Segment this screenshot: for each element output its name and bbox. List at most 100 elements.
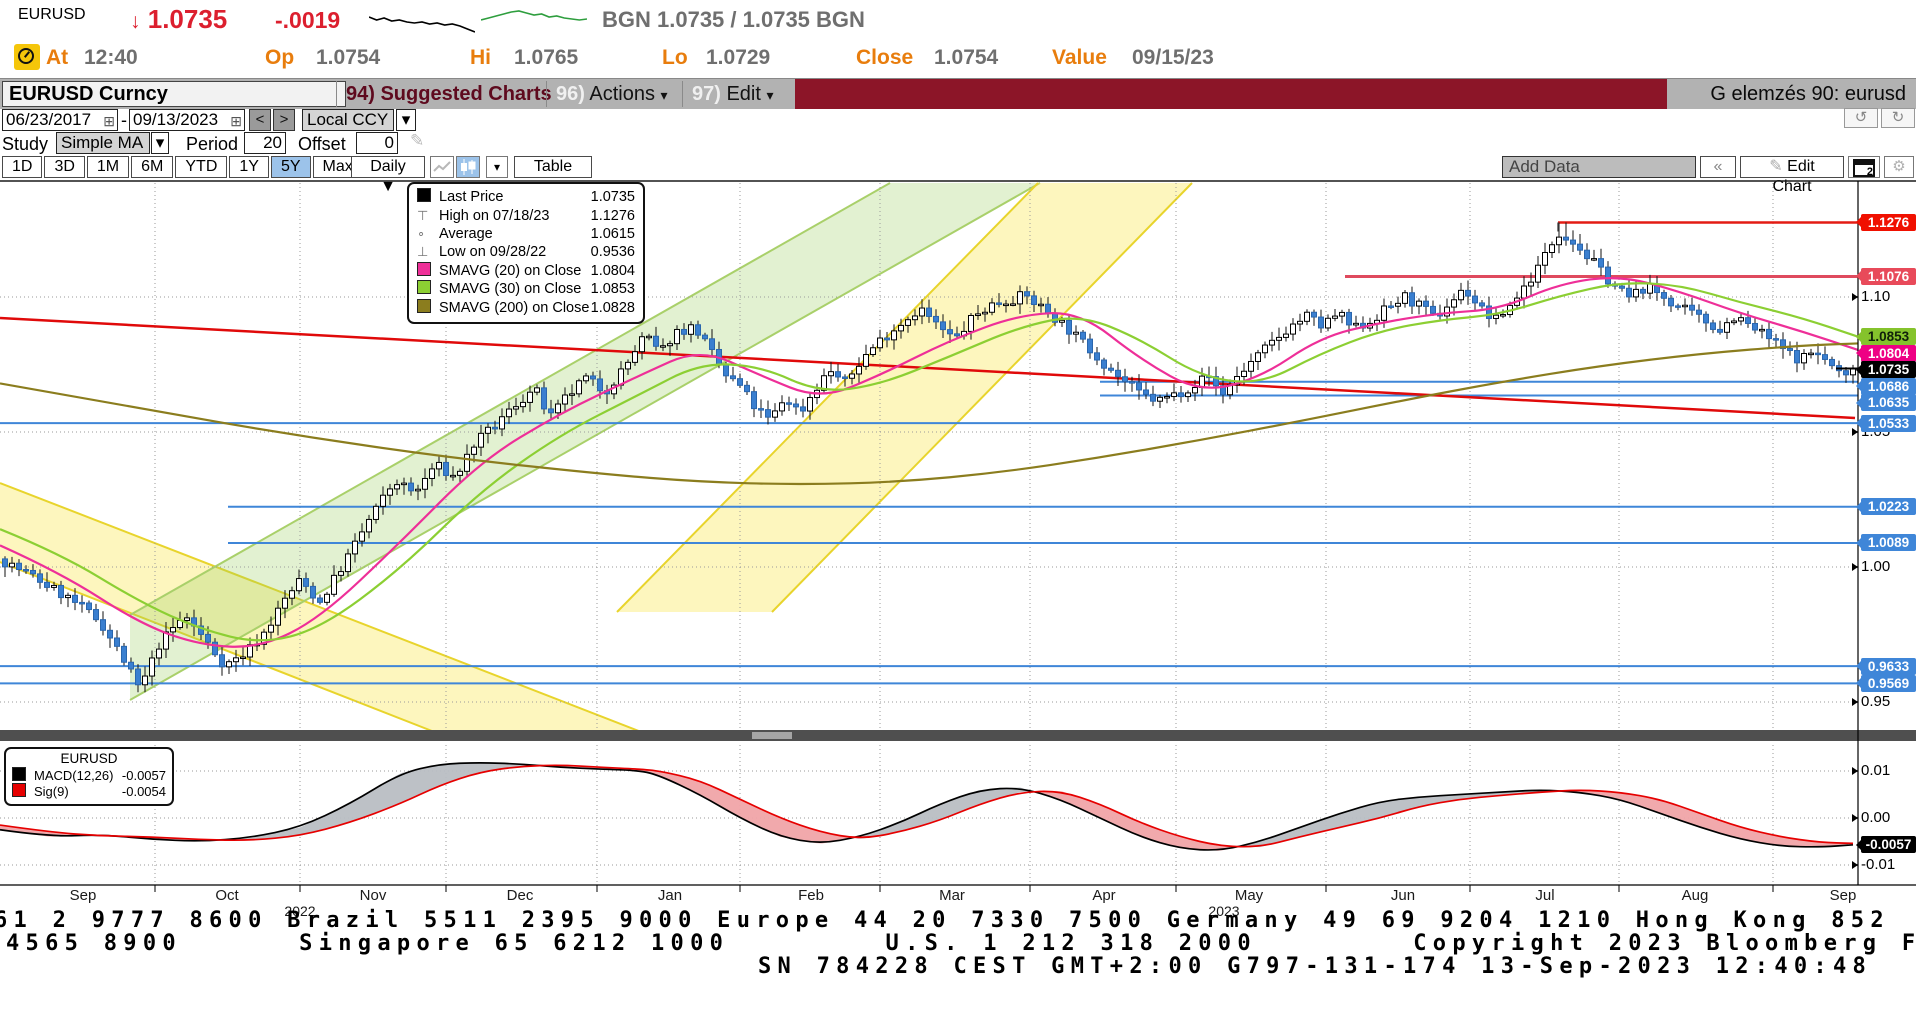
function-title: G elemzés 90: eurusd: [1667, 79, 1916, 109]
study-dropdown-arrow-icon[interactable]: ▾: [151, 132, 169, 154]
date-separator: -: [121, 110, 127, 130]
legend-label: SMAVG (200) on Close: [439, 299, 590, 316]
pencil-icon[interactable]: ✎: [410, 131, 425, 150]
axis-tick-label: -0.01: [1852, 857, 1895, 873]
add-data-input[interactable]: Add Data: [1502, 156, 1696, 178]
legend-low-marker-icon: ⊥: [417, 244, 429, 260]
range-tab-ytd[interactable]: YTD: [175, 156, 228, 178]
legend-label: SMAVG (30) on Close: [439, 281, 582, 298]
legend-value: -0.0057: [121, 767, 166, 783]
open-label: Op: [265, 46, 295, 69]
calendar-icon[interactable]: ⊞: [103, 113, 115, 129]
price-badge: 1.1276: [1856, 213, 1916, 231]
chart-legend[interactable]: Last Price 1.0735 ⊤ High on 07/18/23 1.1276 ∘…: [407, 182, 645, 324]
date-prev-button[interactable]: <: [249, 109, 271, 131]
low-label: Lo: [662, 46, 688, 69]
legend-value: 1.0615: [590, 225, 635, 242]
legend-value: 0.9536: [590, 244, 635, 261]
date-next-button[interactable]: >: [273, 109, 295, 131]
study-select[interactable]: Simple MA: [56, 132, 150, 154]
price-badge: 1.0089: [1856, 534, 1916, 552]
offset-input[interactable]: 0: [356, 132, 398, 154]
range-tab-1y[interactable]: 1Y: [229, 156, 269, 178]
last-price: 1.0735: [147, 4, 228, 34]
legend-value: -0.0054: [121, 784, 166, 800]
price-down-arrow-icon: ↓: [130, 10, 141, 33]
month-label: Jan: [657, 887, 683, 904]
price-badge: 1.0735: [1856, 361, 1916, 379]
currency-dropdown-arrow-icon[interactable]: ▾: [396, 109, 416, 131]
year-label: 2023: [1208, 903, 1240, 919]
quote-time: 12:40: [84, 46, 138, 69]
macd-legend-row: MACD(12,26) -0.0057: [12, 766, 166, 784]
intraday-sparkline-black: [369, 16, 475, 33]
legend-row: SMAVG (30) on Close 1.0853: [417, 280, 635, 298]
legend-swatch-icon: [417, 298, 431, 313]
menu-edit[interactable]: 97) Edit ▾: [692, 83, 774, 105]
legend-avg-marker-icon: ∘: [417, 225, 426, 241]
chart-type-dropdown-arrow-icon[interactable]: ▾: [486, 156, 508, 178]
legend-row: ⊤ High on 07/18/23 1.1276: [417, 206, 635, 224]
chart-settings-icon[interactable]: 2: [1848, 156, 1880, 178]
menu-suggested-charts[interactable]: 94) Suggested Charts: [346, 83, 552, 105]
menu-actions[interactable]: 96) Actions ▾: [556, 83, 668, 105]
candlestick-chart-icon[interactable]: [456, 156, 480, 178]
table-button[interactable]: Table: [514, 156, 592, 178]
range-tab-1m[interactable]: 1M: [86, 156, 130, 178]
legend-high-marker-icon: ⊤: [417, 207, 429, 223]
open-value: 1.0754: [316, 46, 381, 69]
ticker-input[interactable]: [2, 81, 346, 107]
month-label: May: [1234, 887, 1264, 904]
value-date: 09/15/23: [1132, 46, 1214, 69]
security-symbol: EURUSD: [18, 6, 86, 23]
axis-tick-label: 0.95: [1852, 694, 1890, 710]
macd-legend-row: Sig(9) -0.0054: [12, 783, 166, 801]
trend-sparkline-green: [481, 10, 587, 21]
month-label: Apr: [1092, 887, 1116, 904]
currency-select[interactable]: Local CCY: [302, 109, 394, 131]
range-tab-1d[interactable]: 1D: [2, 156, 43, 178]
range-tab-6m[interactable]: 6M: [131, 156, 174, 178]
period-label: Period: [186, 134, 239, 154]
edit-chart-button[interactable]: ✎ Edit Chart: [1740, 156, 1844, 195]
legend-row: ⊥ Low on 09/28/22 0.9536: [417, 243, 635, 261]
date-from-input[interactable]: 06/23/2017 ⊞: [2, 109, 118, 131]
range-tab-5y[interactable]: 5Y: [270, 156, 311, 178]
price-badge: 0.9569: [1856, 674, 1916, 692]
legend-row: SMAVG (20) on Close 1.0804: [417, 261, 635, 280]
menu-bar: 94) Suggested Charts 96) Actions ▾ 97) E…: [0, 78, 1916, 109]
month-label: Sep: [1829, 887, 1857, 904]
period-input[interactable]: 20: [244, 132, 286, 154]
chevron-down-icon: ▾: [766, 87, 774, 103]
collapse-panel-button[interactable]: «: [1700, 156, 1736, 178]
month-label: Oct: [215, 887, 239, 904]
value-label: Value: [1052, 46, 1107, 69]
menu-bar-fill: [795, 79, 1667, 109]
line-chart-icon[interactable]: [430, 156, 454, 178]
date-to-input[interactable]: 09/13/2023 ⊞: [129, 109, 245, 131]
calendar-icon[interactable]: ⊞: [230, 113, 242, 129]
undo-button[interactable]: ↺: [1844, 108, 1878, 128]
gear-icon[interactable]: ⚙: [1884, 156, 1914, 178]
at-label: At: [46, 46, 69, 69]
legend-row: ∘ Average 1.0615: [417, 225, 635, 243]
axis-tick-label: 0.00: [1852, 810, 1890, 826]
axis-tick-label: 1.10: [1852, 289, 1890, 305]
price-chart[interactable]: [0, 180, 1916, 893]
price-badge: 1.0686: [1856, 377, 1916, 395]
range-tab-3d[interactable]: 3D: [44, 156, 85, 178]
legend-label: High on 07/18/23: [439, 207, 550, 224]
legend-label: Low on 09/28/22: [439, 244, 547, 261]
legend-swatch-icon: [12, 766, 26, 781]
macd-legend[interactable]: EURUSD MACD(12,26) -0.0057 Sig(9) -0.0054: [4, 747, 174, 806]
frequency-select[interactable]: Daily ▼: [351, 156, 425, 195]
legend-value: 1.0735: [590, 189, 635, 206]
price-badge: 1.0223: [1856, 498, 1916, 516]
month-label: Feb: [798, 887, 824, 904]
macd-legend-title: EURUSD: [60, 751, 118, 766]
legend-label: SMAVG (20) on Close: [439, 262, 582, 279]
redo-button[interactable]: ↻: [1881, 108, 1915, 128]
legend-swatch-icon: [417, 188, 431, 203]
price-badge: 0.9633: [1856, 657, 1916, 675]
